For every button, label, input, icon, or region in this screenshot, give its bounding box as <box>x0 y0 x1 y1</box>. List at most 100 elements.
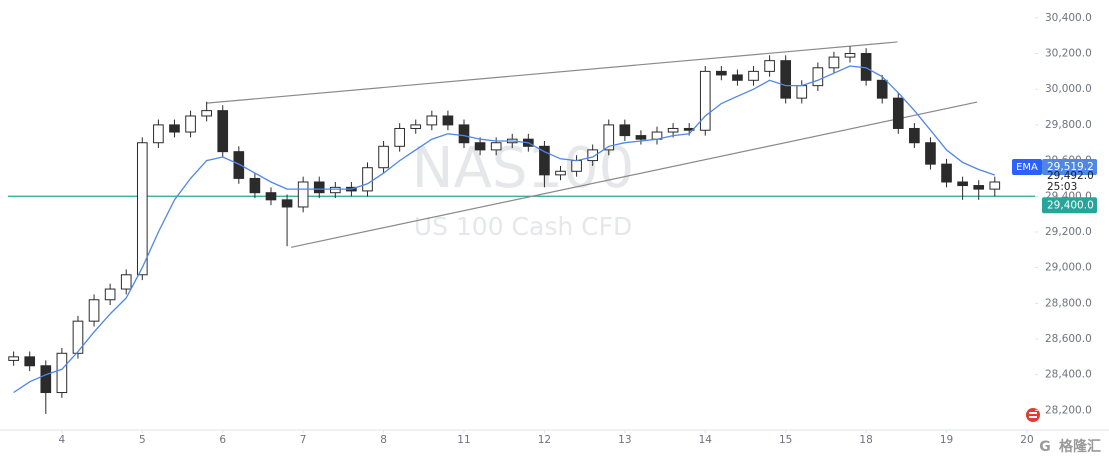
icon-stripe <box>1029 416 1037 418</box>
candle-body <box>362 167 373 192</box>
candle-body <box>265 192 277 201</box>
candle-body <box>941 163 952 183</box>
y-tick-label: 29,800.0 <box>1045 119 1092 131</box>
y-tick-label: 28,800.0 <box>1045 297 1092 309</box>
candle-body <box>619 124 631 137</box>
x-tick-label: 7 <box>300 434 307 446</box>
price-line-label: 29,400.0 <box>1047 199 1094 211</box>
candle-body <box>555 170 566 176</box>
candle-body <box>764 60 775 72</box>
y-tick-label: 30,400.0 <box>1045 12 1092 24</box>
candle-body <box>249 177 261 194</box>
y-tick-label: 28,200.0 <box>1045 404 1092 416</box>
y-tick-label: 29,000.0 <box>1045 262 1092 274</box>
candle-body <box>812 67 824 87</box>
candle-body <box>844 53 856 58</box>
x-tick-label: 14 <box>699 434 713 446</box>
candle-body <box>281 199 293 208</box>
y-tick-label: 30,200.0 <box>1045 48 1092 60</box>
x-tick-label: 19 <box>940 434 953 446</box>
candle-body <box>410 124 422 129</box>
candle-body <box>667 127 679 133</box>
candle-body <box>24 356 36 367</box>
x-tick-label: 11 <box>457 434 470 446</box>
candle-body <box>716 70 727 76</box>
icon-stripe <box>1029 412 1037 414</box>
x-tick-label: 5 <box>139 434 146 446</box>
candle-body <box>40 365 52 394</box>
trendline <box>290 101 978 248</box>
logo-backdrop <box>1036 436 1109 458</box>
candle-body <box>313 181 325 194</box>
countdown: 25:03 <box>1047 181 1077 193</box>
candle-body <box>185 115 196 133</box>
candle-body <box>490 142 502 151</box>
candle-body <box>780 60 792 99</box>
candle-body <box>474 142 486 151</box>
candle-body <box>233 151 245 179</box>
ema-name: EMA <box>1016 162 1038 173</box>
candle-body <box>699 70 711 131</box>
candle-body <box>8 356 19 361</box>
candle-body <box>732 74 743 81</box>
candle-body <box>153 124 164 144</box>
candle-body <box>989 181 1001 190</box>
candle-body <box>169 124 180 133</box>
candle-body <box>442 115 454 126</box>
ema-line <box>13 65 996 394</box>
candle-body <box>88 299 100 322</box>
candle-body <box>297 181 309 208</box>
candle-body <box>136 142 148 276</box>
x-tick-label: 6 <box>219 434 226 446</box>
candle-body <box>892 97 904 129</box>
candle-body <box>571 160 582 172</box>
candle-body <box>925 142 936 165</box>
candle-body <box>587 149 598 162</box>
candle-body <box>973 185 985 190</box>
x-tick-label: 13 <box>618 434 631 446</box>
last-price: 29,492.0 <box>1047 170 1094 182</box>
candle-body <box>957 181 968 187</box>
ema-value: 29,519.2 <box>1047 161 1094 173</box>
y-tick-label: 29,200.0 <box>1045 226 1092 238</box>
candle-body <box>104 288 116 301</box>
candle-body <box>876 79 888 99</box>
candle-body <box>539 145 550 176</box>
x-tick-label: 12 <box>538 434 551 446</box>
logo-mark: G <box>1039 439 1051 455</box>
candle-body <box>201 110 212 117</box>
trendline <box>206 41 898 104</box>
x-tick-label: 8 <box>380 434 387 446</box>
x-tick-label: 4 <box>59 434 66 446</box>
candle-body <box>56 352 68 394</box>
ticker-icon <box>1026 408 1040 422</box>
candle-body <box>828 56 840 69</box>
candle-body <box>426 115 438 126</box>
ema-name-box <box>1012 158 1042 175</box>
watermark-subtitle: US 100 Cash CFD <box>414 212 632 241</box>
candle-body <box>458 124 470 144</box>
candle-body <box>72 320 84 354</box>
candle-body <box>217 110 229 153</box>
candle-body <box>748 70 759 81</box>
y-tick-label: 28,600.0 <box>1045 333 1092 345</box>
candle-body <box>796 85 808 99</box>
candle-body <box>329 186 341 194</box>
x-tick-label: 15 <box>779 434 792 446</box>
ema-value-box <box>1042 158 1097 175</box>
y-tick-label: 28,400.0 <box>1045 369 1092 381</box>
candle-body <box>635 135 647 140</box>
y-tick-label: 30,000.0 <box>1045 83 1092 95</box>
candle-body <box>120 274 132 290</box>
x-tick-label: 20 <box>1020 434 1033 446</box>
x-tick-label: 18 <box>859 434 872 446</box>
price-line-box <box>1042 197 1097 214</box>
logo-text: 格隆汇 <box>1059 438 1101 455</box>
candle-body <box>394 127 405 147</box>
candle-body <box>378 145 389 169</box>
icon-circle <box>1026 408 1040 422</box>
watermark-title: NAS100 <box>412 136 635 201</box>
candle-body <box>603 124 615 151</box>
